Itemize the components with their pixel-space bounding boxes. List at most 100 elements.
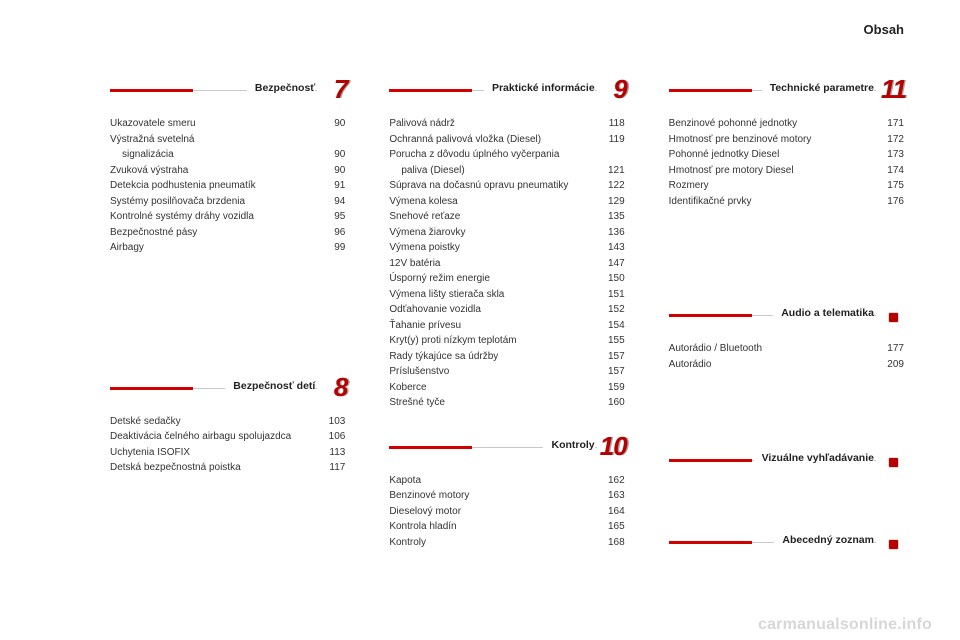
toc-page: 90	[317, 147, 345, 163]
section-title: Technické parametre	[762, 82, 874, 94]
toc-row: Hmotnosť pre motory Diesel174	[669, 163, 904, 179]
toc-page: 113	[317, 445, 345, 461]
section-header: Kontroly 10	[389, 435, 624, 463]
toc-row: Kryt(y) proti nízkym teplotám155	[389, 333, 624, 349]
toc-row: Kapota162	[389, 473, 624, 489]
section-title: Kontroly	[543, 439, 594, 451]
toc-page: 172	[876, 132, 904, 148]
toc-label: Výstražná svetelná	[110, 132, 317, 148]
toc-label: Dieselový motor	[389, 504, 596, 520]
toc-label: Kontrola hladín	[389, 519, 596, 535]
toc-page: 95	[317, 209, 345, 225]
toc-label: Pohonné jednotky Diesel	[669, 147, 876, 163]
toc-page: 106	[317, 429, 345, 445]
toc-label: Detekcia podhustenia pneumatík	[110, 178, 317, 194]
toc-row: paliva (Diesel)121	[389, 163, 624, 179]
toc-label: Kapota	[389, 473, 596, 489]
toc-page: 147	[597, 256, 625, 272]
section-10: Kontroly 10 Kapota162Benzinové motory163…	[389, 435, 624, 551]
toc-row: Výmena kolesa129	[389, 194, 624, 210]
toc-page: 175	[876, 178, 904, 194]
toc-label: Kontrolné systémy dráhy vozidla	[110, 209, 317, 225]
column-2: Praktické informácie 9 Palivová nádrž118…	[389, 78, 624, 630]
section-header: Abecedný zoznam	[669, 530, 904, 558]
toc-row: Uchytenia ISOFIX113	[110, 445, 345, 461]
toc-label: Detská bezpečnostná poistka	[110, 460, 317, 476]
section-number: 7	[334, 74, 347, 105]
toc-label: Benzinové pohonné jednotky	[669, 116, 876, 132]
toc-page: 99	[317, 240, 345, 256]
toc-label: Autorádio / Bluetooth	[669, 341, 876, 357]
toc-row: Hmotnosť pre benzinové motory172	[669, 132, 904, 148]
toc-row: Benzinové pohonné jednotky171	[669, 116, 904, 132]
toc-page	[317, 132, 345, 148]
content-area: Bezpečnosť 7 Ukazovatele smeru90Výstražn…	[110, 78, 904, 630]
toc-label: Súprava na dočasnú opravu pneumatiky	[389, 178, 596, 194]
toc-label: Výmena žiarovky	[389, 225, 596, 241]
toc-page: 150	[597, 271, 625, 287]
toc-row: Pohonné jednotky Diesel173	[669, 147, 904, 163]
toc-row: 12V batéria147	[389, 256, 624, 272]
toc-label: Benzinové motory	[389, 488, 596, 504]
section-title: Bezpečnosť detí	[225, 380, 315, 392]
toc-page: 159	[597, 380, 625, 396]
toc-label: Výmena poistky	[389, 240, 596, 256]
section-title: Abecedný zoznam	[774, 534, 874, 546]
toc-row: Ochranná palivová vložka (Diesel)119	[389, 132, 624, 148]
toc-label: Kontroly	[389, 535, 596, 551]
watermark: carmanualsonline.info	[758, 616, 932, 634]
toc-row: Deaktivácia čelného airbagu spolujazdca1…	[110, 429, 345, 445]
toc-row: Dieselový motor164	[389, 504, 624, 520]
toc-row: Systémy posilňovača brzdenia94	[110, 194, 345, 210]
section-header: Audio a telematika	[669, 303, 904, 331]
toc-label: Bezpečnostné pásy	[110, 225, 317, 241]
toc-row: Porucha z dôvodu úplného vyčerpania	[389, 147, 624, 163]
page-header: Obsah	[864, 22, 904, 37]
toc-page: 209	[876, 357, 904, 373]
toc-page: 171	[876, 116, 904, 132]
toc-row: Rady týkajúce sa údržby157	[389, 349, 624, 365]
toc-label: Systémy posilňovača brzdenia	[110, 194, 317, 210]
toc-page	[597, 147, 625, 163]
toc-page: 122	[597, 178, 625, 194]
toc-row: Výmena poistky143	[389, 240, 624, 256]
toc-label: Snehové reťaze	[389, 209, 596, 225]
section-items: Palivová nádrž118Ochranná palivová vložk…	[389, 116, 624, 411]
toc-label: Príslušenstvo	[389, 364, 596, 380]
toc-row: Zvuková výstraha90	[110, 163, 345, 179]
toc-page: 152	[597, 302, 625, 318]
toc-page: 176	[876, 194, 904, 210]
toc-row: Snehové reťaze135	[389, 209, 624, 225]
toc-row: Odťahovanie vozidla152	[389, 302, 624, 318]
toc-page: 143	[597, 240, 625, 256]
section-alpha-index: Abecedný zoznam	[669, 530, 904, 568]
toc-label: Rozmery	[669, 178, 876, 194]
toc-page: 155	[597, 333, 625, 349]
toc-row: Rozmery175	[669, 178, 904, 194]
section-number: 11	[881, 74, 906, 105]
toc-page: 135	[597, 209, 625, 225]
toc-label: Hmotnosť pre benzinové motory	[669, 132, 876, 148]
section-7: Bezpečnosť 7 Ukazovatele smeru90Výstražn…	[110, 78, 345, 256]
toc-label: Kryt(y) proti nízkym teplotám	[389, 333, 596, 349]
section-number: 8	[334, 372, 347, 403]
toc-page: 121	[597, 163, 625, 179]
section-number: 10	[600, 431, 627, 462]
toc-row: Výmena žiarovky136	[389, 225, 624, 241]
toc-label: signalizácia	[110, 147, 317, 163]
section-visual-search: Vizuálne vyhľadávanie	[669, 448, 904, 486]
toc-page: 173	[876, 147, 904, 163]
toc-row: Úsporný režim energie150	[389, 271, 624, 287]
toc-page: 164	[597, 504, 625, 520]
toc-label: Zvuková výstraha	[110, 163, 317, 179]
toc-label: Porucha z dôvodu úplného vyčerpania	[389, 147, 596, 163]
section-title: Audio a telematika	[773, 307, 874, 319]
toc-label: Výmena lišty stierača skla	[389, 287, 596, 303]
section-11: Technické parametre 11 Benzinové pohonné…	[669, 78, 904, 209]
toc-row: signalizácia90	[110, 147, 345, 163]
toc-page: 174	[876, 163, 904, 179]
toc-row: Príslušenstvo157	[389, 364, 624, 380]
section-header: Bezpečnosť 7	[110, 78, 345, 106]
section-audio: Audio a telematika Autorádio / Bluetooth…	[669, 303, 904, 372]
toc-page: 129	[597, 194, 625, 210]
